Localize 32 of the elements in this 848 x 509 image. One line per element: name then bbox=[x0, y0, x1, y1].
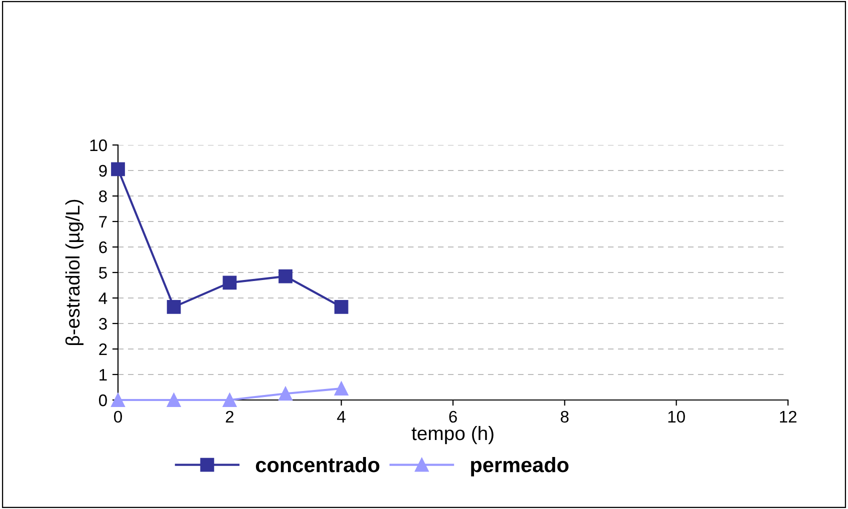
x-axis-title: tempo (h) bbox=[412, 426, 494, 444]
point bbox=[166, 300, 181, 314]
x-tick-label: 0 bbox=[114, 410, 122, 423]
y-tick-label: 3 bbox=[98, 318, 107, 330]
x-tick-label: 4 bbox=[337, 411, 346, 422]
point bbox=[278, 269, 292, 284]
x-tick-label: 6 bbox=[449, 410, 457, 423]
y-tick-label: 10 bbox=[90, 139, 107, 152]
point bbox=[222, 276, 237, 290]
y-tick-label: 8 bbox=[99, 190, 107, 202]
y-tick-label: 5 bbox=[98, 267, 107, 279]
point bbox=[278, 386, 292, 401]
y-tick-label: 1 bbox=[100, 369, 107, 381]
y-axis-title: β-estradiol (µg/L) bbox=[65, 200, 84, 346]
x-tick-label: 2 bbox=[226, 410, 234, 422]
x-tick-label: 10 bbox=[668, 410, 685, 423]
point bbox=[111, 393, 125, 407]
point bbox=[111, 162, 125, 176]
legend-label: permeado bbox=[471, 457, 568, 476]
y-tick-label: 2 bbox=[99, 343, 107, 356]
point bbox=[334, 382, 348, 396]
point bbox=[334, 300, 348, 314]
y-tick-label: 7 bbox=[99, 216, 107, 228]
y-tick-label: 9 bbox=[99, 164, 107, 177]
legend-label: concentrado bbox=[256, 457, 380, 472]
x-tick-label: 8 bbox=[560, 410, 569, 423]
x-tick-label: 12 bbox=[780, 410, 796, 422]
point bbox=[166, 393, 181, 407]
y-tick-label: 0 bbox=[98, 394, 107, 406]
y-tick-label: 4 bbox=[98, 292, 108, 304]
point bbox=[222, 393, 237, 407]
y-tick-label: 6 bbox=[99, 241, 107, 254]
